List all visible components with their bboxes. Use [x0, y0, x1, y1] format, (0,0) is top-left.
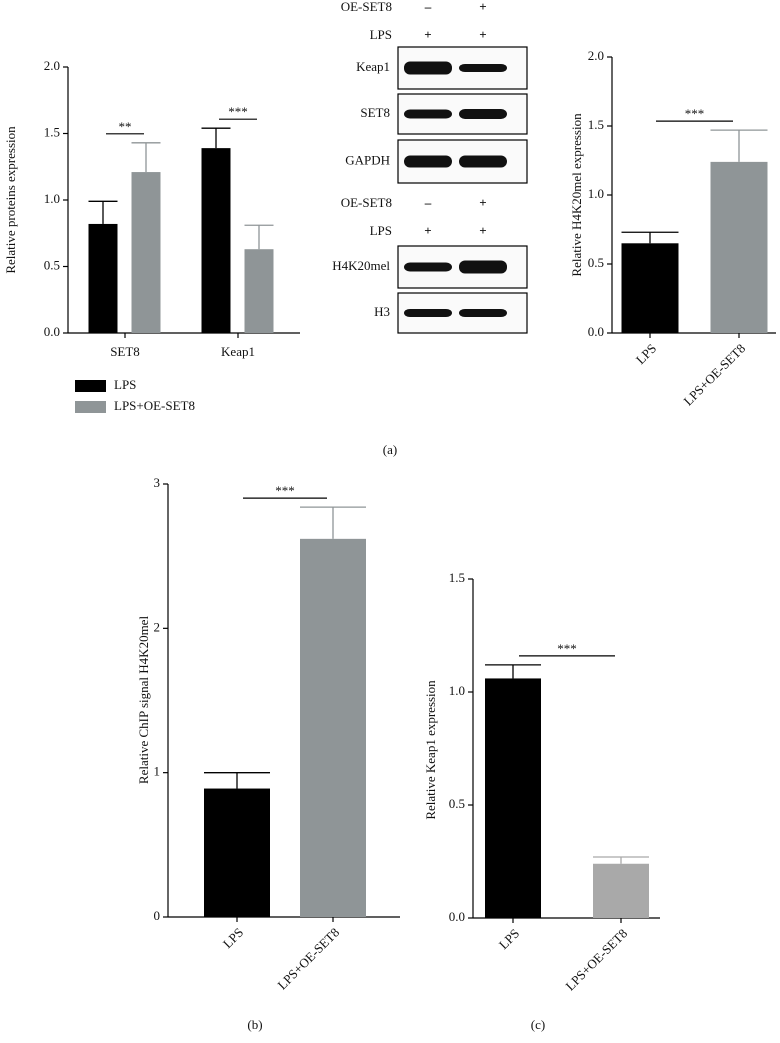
condition-sign: +	[479, 223, 486, 238]
condition-sign: –	[424, 0, 432, 14]
y-tick-label: 1.5	[44, 124, 60, 139]
panel-label: (b)	[247, 1017, 262, 1032]
legend-swatch	[75, 380, 106, 392]
blot-band	[459, 64, 507, 72]
y-tick-label: 1.0	[44, 191, 60, 206]
x-tick-label: SET8	[110, 344, 140, 359]
condition-label: OE-SET8	[341, 195, 392, 210]
condition-label: LPS	[370, 223, 392, 238]
condition-sign: +	[424, 223, 431, 238]
y-tick-label: 2.0	[588, 48, 604, 63]
y-axis-label: Relative Keap1 expression	[423, 680, 438, 820]
blot-band	[459, 260, 507, 274]
condition-label: OE-SET8	[341, 0, 392, 14]
bar	[710, 161, 768, 333]
y-tick-label: 0	[154, 908, 161, 923]
blot-band	[404, 155, 452, 168]
legend-label: LPS	[114, 377, 136, 392]
y-axis-label: Relative ChIP signal H4K20mel	[136, 616, 151, 785]
panel-label: (a)	[383, 442, 397, 457]
band-label: SET8	[360, 105, 390, 120]
x-tick-label: LPS+OE-SET8	[562, 926, 630, 994]
condition-sign: +	[479, 27, 486, 42]
bar	[621, 243, 679, 333]
y-tick-label: 1.0	[449, 683, 465, 698]
significance-label: ***	[275, 483, 295, 498]
y-axis-label: Relative proteins expression	[3, 126, 18, 274]
significance-label: ***	[557, 641, 577, 656]
legend-label: LPS+OE-SET8	[114, 398, 195, 413]
y-tick-label: 0.5	[44, 257, 60, 272]
x-tick-label: LPS+OE-SET8	[274, 925, 342, 993]
x-tick-label: LPS+OE-SET8	[680, 341, 748, 409]
condition-label: LPS	[370, 27, 392, 42]
panel-label: (c)	[531, 1017, 545, 1032]
y-tick-label: 0.0	[44, 324, 60, 339]
y-tick-label: 1.5	[588, 117, 604, 132]
band-label: GAPDH	[345, 152, 390, 167]
bar	[131, 172, 161, 333]
x-tick-label: LPS	[633, 341, 659, 367]
condition-sign: +	[479, 195, 486, 210]
blot-band	[404, 309, 452, 317]
bar	[593, 863, 649, 918]
blot-band	[404, 61, 452, 75]
legend-swatch	[75, 401, 106, 413]
y-tick-label: 0.0	[449, 909, 465, 924]
bar	[485, 678, 541, 918]
blot-band	[459, 309, 507, 317]
band-label: Keap1	[356, 59, 390, 74]
significance-label: ***	[685, 106, 705, 121]
bar	[300, 538, 366, 917]
band-label: H4K20mel	[332, 258, 390, 273]
y-tick-label: 2	[154, 619, 161, 634]
x-tick-label: Keap1	[221, 344, 255, 359]
significance-label: **	[119, 119, 132, 134]
blot-band	[459, 109, 507, 119]
bar	[204, 788, 270, 917]
bar	[244, 249, 274, 333]
x-tick-label: LPS	[220, 925, 246, 951]
band-label: H3	[374, 304, 390, 319]
condition-sign: +	[479, 0, 486, 14]
y-tick-label: 1.0	[588, 186, 604, 201]
y-tick-label: 2.0	[44, 58, 60, 73]
condition-sign: –	[424, 195, 432, 210]
condition-sign: +	[424, 27, 431, 42]
y-tick-label: 0.0	[588, 324, 604, 339]
y-axis-label: Relative H4K20mel expression	[569, 113, 584, 277]
blot-band	[459, 155, 507, 168]
y-tick-label: 1.5	[449, 570, 465, 585]
bar	[88, 223, 118, 333]
y-tick-label: 0.5	[588, 255, 604, 270]
blot-band	[404, 109, 452, 119]
y-tick-label: 3	[154, 475, 161, 490]
significance-label: ***	[228, 104, 248, 119]
x-tick-label: LPS	[496, 926, 522, 952]
y-tick-label: 0.5	[449, 796, 465, 811]
bar	[201, 148, 231, 333]
blot-band	[404, 262, 452, 272]
y-tick-label: 1	[154, 764, 161, 779]
